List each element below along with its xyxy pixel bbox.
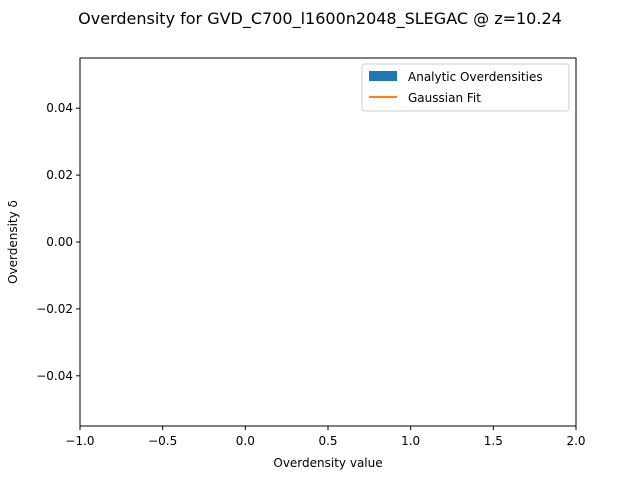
y-axis: −0.04 −0.02 0.00 0.02 0.04 (36, 101, 80, 383)
y-axis-label: Overdensity δ (6, 200, 20, 284)
x-tick-label: 0.0 (236, 434, 255, 448)
plot-area (79, 57, 577, 427)
x-tick-label: 2.0 (566, 434, 585, 448)
y-tick-label: −0.02 (36, 302, 73, 316)
legend: Analytic Overdensities Gaussian Fit (361, 63, 570, 112)
y-tick-label: 0.02 (46, 168, 73, 182)
legend-swatch-bar (369, 71, 397, 81)
chart-title: Overdensity for GVD_C700_l1600n2048_SLEG… (78, 9, 562, 29)
x-axis: −1.0 −0.5 0.0 0.5 1.0 1.5 2.0 (65, 426, 586, 448)
y-tick-label: −0.04 (36, 369, 73, 383)
x-tick-label: −1.0 (65, 434, 94, 448)
legend-box (361, 63, 570, 112)
x-tick-label: −0.5 (148, 434, 177, 448)
x-tick-label: 1.0 (401, 434, 420, 448)
y-tick-label: 0.00 (46, 235, 73, 249)
x-axis-label: Overdensity value (273, 456, 382, 470)
legend-label-gaussian-fit: Gaussian Fit (408, 91, 481, 105)
y-tick-label: 0.04 (46, 101, 73, 115)
x-tick-label: 0.5 (318, 434, 337, 448)
x-tick-label: 1.5 (484, 434, 503, 448)
axes-frame (79, 57, 577, 427)
legend-label-analytic-overdensities: Analytic Overdensities (408, 70, 543, 84)
